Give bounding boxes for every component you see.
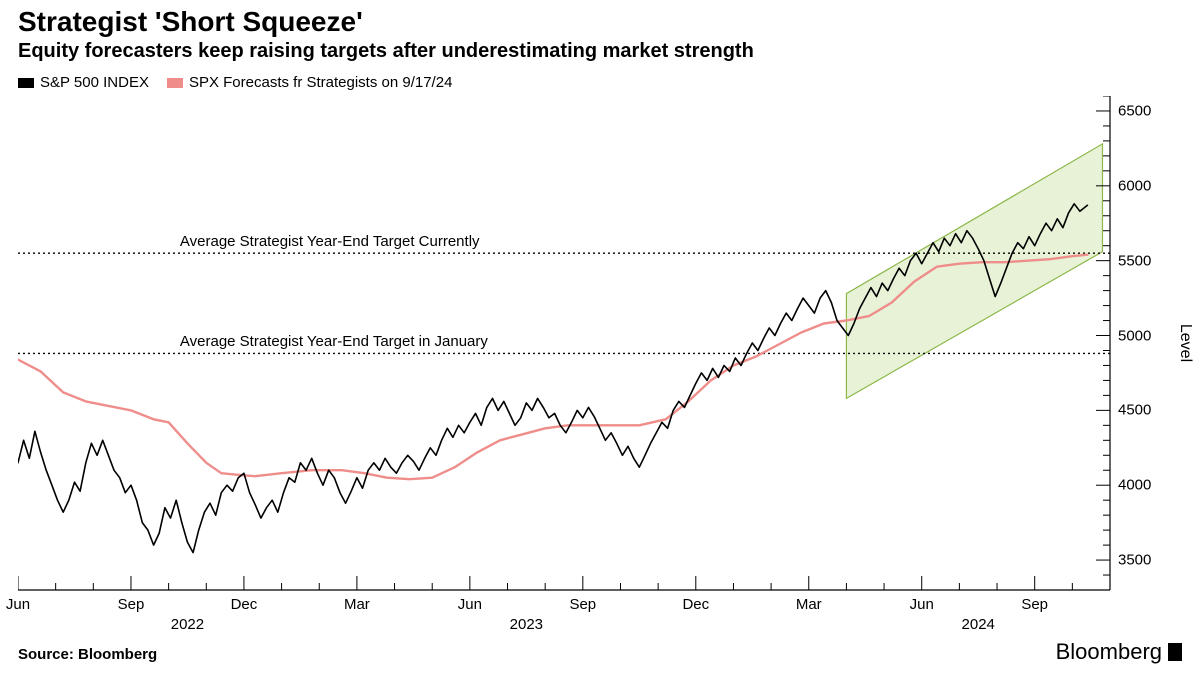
y-tick-label: 6500: [1118, 102, 1151, 119]
y-tick-label: 5500: [1118, 252, 1151, 269]
y-tick-label: 4000: [1118, 477, 1151, 494]
x-tick-label: Jun: [6, 596, 30, 613]
reference-line-label: Average Strategist Year-End Target Curre…: [180, 233, 480, 250]
x-tick-label: Jun: [458, 596, 482, 613]
x-tick-label: Jun: [910, 596, 934, 613]
chart-subtitle: Equity forecasters keep raising targets …: [18, 40, 754, 63]
x-year-label: 2024: [962, 616, 995, 633]
y-tick-label: 5000: [1118, 327, 1151, 344]
brand-text: Bloomberg: [1056, 639, 1162, 665]
legend-label-spx: S&P 500 INDEX: [40, 74, 149, 91]
x-tick-label: Sep: [118, 596, 145, 613]
legend: S&P 500 INDEX SPX Forecasts fr Strategis…: [18, 74, 452, 91]
x-tick-label: Mar: [796, 596, 822, 613]
reference-line-label: Average Strategist Year-End Target in Ja…: [180, 333, 488, 350]
y-tick-label: 4500: [1118, 402, 1151, 419]
y-axis-title: Level: [1176, 324, 1194, 362]
x-tick-label: Sep: [569, 596, 596, 613]
legend-item-spx: S&P 500 INDEX: [18, 74, 149, 91]
x-tick-label: Mar: [344, 596, 370, 613]
legend-swatch-spx: [18, 78, 34, 88]
chart-title: Strategist 'Short Squeeze': [18, 6, 363, 38]
x-year-label: 2023: [510, 616, 543, 633]
brand-icon: [1168, 643, 1182, 661]
x-tick-label: Dec: [682, 596, 709, 613]
x-tick-label: Sep: [1021, 596, 1048, 613]
y-tick-label: 3500: [1118, 552, 1151, 569]
legend-label-forecast: SPX Forecasts fr Strategists on 9/17/24: [189, 74, 452, 91]
x-tick-label: Dec: [231, 596, 258, 613]
x-year-label: 2022: [171, 616, 204, 633]
chart-container: Strategist 'Short Squeeze' Equity foreca…: [0, 0, 1200, 675]
brand-label: Bloomberg: [1056, 639, 1182, 665]
legend-swatch-forecast: [167, 78, 183, 88]
source-label: Source: Bloomberg: [18, 646, 157, 663]
legend-item-forecast: SPX Forecasts fr Strategists on 9/17/24: [167, 74, 452, 91]
y-tick-label: 6000: [1118, 177, 1151, 194]
